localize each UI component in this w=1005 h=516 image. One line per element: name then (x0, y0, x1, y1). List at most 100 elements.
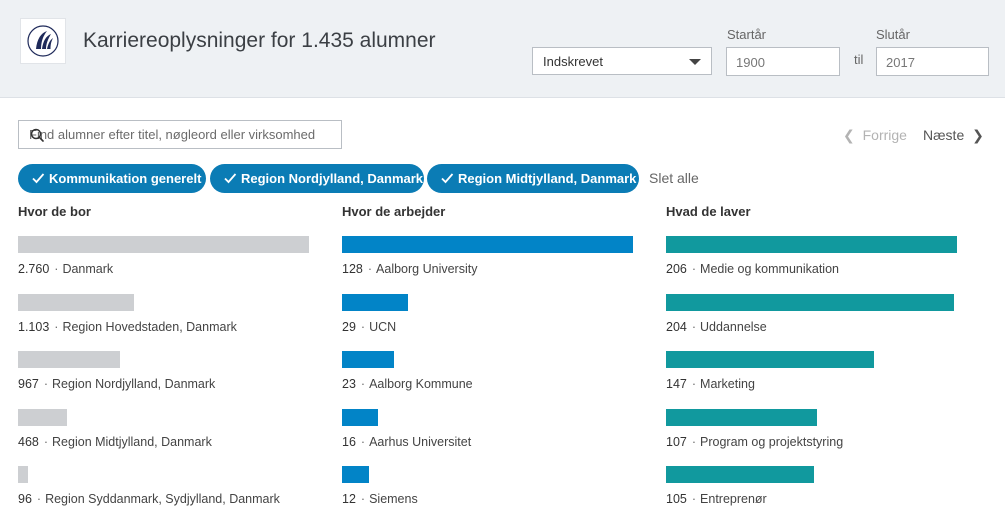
end-year-input[interactable]: 2017 (876, 47, 989, 76)
chevron-left-icon: ❮ (843, 127, 855, 143)
row-count: 468 (18, 435, 39, 449)
separator-dot: · (691, 377, 697, 391)
separator-dot: · (691, 320, 697, 334)
filter-chip-midtjylland[interactable]: Region Midtjylland, Danmark (427, 164, 639, 193)
separator-dot: · (691, 492, 697, 506)
separator-dot: · (360, 435, 366, 449)
row-label-live-0[interactable]: 2.760 · Danmark (18, 262, 113, 276)
row-count: 204 (666, 320, 687, 334)
row-label-live-1[interactable]: 1.103 · Region Hovedstaden, Danmark (18, 320, 237, 334)
start-year-input[interactable]: 1900 (726, 47, 840, 76)
previous-page-button[interactable]: ❮ Forrige (843, 127, 907, 144)
row-count: 105 (666, 492, 687, 506)
bar-do-0[interactable] (666, 236, 957, 253)
row-count: 96 (18, 492, 32, 506)
row-label-work-2[interactable]: 23 · Aalborg Kommune (342, 377, 473, 391)
row-text: Region Hovedstaden, Danmark (62, 320, 237, 334)
check-icon (441, 173, 454, 184)
next-page-button[interactable]: Næste ❯ (923, 127, 984, 144)
row-count: 1.103 (18, 320, 50, 334)
separator-dot: · (43, 377, 49, 391)
separator-dot: · (54, 262, 59, 276)
bar-do-1[interactable] (666, 294, 954, 311)
row-label-do-2[interactable]: 147 · Marketing (666, 377, 755, 391)
row-count: 2.760 (18, 262, 50, 276)
separator-dot: · (367, 262, 373, 276)
row-text: Marketing (700, 377, 755, 391)
separator-dot: · (691, 262, 697, 276)
row-label-live-3[interactable]: 468 · Region Midtjylland, Danmark (18, 435, 212, 449)
row-label-work-1[interactable]: 29 · UCN (342, 320, 396, 334)
end-year-label: Slutår (876, 27, 910, 42)
separator-dot: · (691, 435, 697, 449)
bar-live-1[interactable] (18, 294, 134, 311)
row-label-live-2[interactable]: 967 · Region Nordjylland, Danmark (18, 377, 215, 391)
search-input[interactable] (19, 121, 341, 148)
enrollment-select[interactable]: Indskrevet (532, 47, 712, 75)
row-text: UCN (369, 320, 397, 334)
row-text: Region Nordjylland, Danmark (52, 377, 216, 391)
row-label-work-4[interactable]: 12 · Siemens (342, 492, 418, 506)
row-text: Medie og kommunikation (700, 262, 839, 276)
search-box[interactable] (18, 120, 342, 149)
bar-live-3[interactable] (18, 409, 67, 426)
separator-dot: · (54, 320, 59, 334)
row-label-work-3[interactable]: 16 · Aarhus Universitet (342, 435, 471, 449)
column-title-where-they-live: Hvor de bor (18, 204, 91, 219)
column-title-what-they-do: Hvad de laver (666, 204, 751, 219)
row-text: Aalborg Kommune (369, 377, 473, 391)
bar-live-2[interactable] (18, 351, 120, 368)
filter-chip-label: Kommunikation generelt (49, 171, 202, 186)
filter-chip-label: Region Nordjylland, Danmark (241, 171, 424, 186)
header-bar: Karriereoplysninger for 1.435 alumner In… (0, 0, 1005, 98)
row-text: Entreprenør (700, 492, 767, 506)
filter-chip-kommunikation[interactable]: Kommunikation generelt (18, 164, 206, 193)
check-icon (32, 173, 45, 184)
bar-work-1[interactable] (342, 294, 408, 311)
row-text: Aalborg University (376, 262, 478, 276)
row-label-do-4[interactable]: 105 · Entreprenør (666, 492, 767, 506)
row-count: 23 (342, 377, 356, 391)
separator-dot: · (360, 492, 366, 506)
row-label-do-0[interactable]: 206 · Medie og kommunikation (666, 262, 839, 276)
bar-do-4[interactable] (666, 466, 814, 483)
chevron-right-icon: ❯ (972, 127, 984, 143)
row-text: Uddannelse (700, 320, 767, 334)
clear-all-filters-link[interactable]: Slet alle (649, 170, 699, 186)
row-count: 12 (342, 492, 356, 506)
enrollment-select-value: Indskrevet (543, 54, 603, 69)
separator-dot: · (360, 377, 366, 391)
row-label-live-4[interactable]: 96 · Region Syddanmark, Sydjylland, Danmar… (18, 492, 280, 506)
chevron-down-icon (689, 59, 701, 65)
row-label-work-0[interactable]: 128 · Aalborg University (342, 262, 477, 276)
separator-dot: · (36, 492, 42, 506)
filter-chip-nordjylland[interactable]: Region Nordjylland, Danmark (210, 164, 424, 193)
check-icon (224, 173, 237, 184)
page-title: Karriereoplysninger for 1.435 alumner (83, 29, 436, 52)
row-text: Aarhus Universitet (369, 435, 472, 449)
row-label-do-1[interactable]: 204 · Uddannelse (666, 320, 767, 334)
row-text: Danmark (62, 262, 114, 276)
bar-do-2[interactable] (666, 351, 874, 368)
bar-work-4[interactable] (342, 466, 369, 483)
start-year-label: Startår (727, 27, 767, 42)
separator-dot: · (360, 320, 366, 334)
row-count: 967 (18, 377, 39, 391)
row-count: 206 (666, 262, 687, 276)
range-separator: til (854, 52, 864, 67)
row-count: 147 (666, 377, 687, 391)
separator-dot: · (43, 435, 49, 449)
bar-do-3[interactable] (666, 409, 817, 426)
bar-live-0[interactable] (18, 236, 309, 253)
filter-chip-label: Region Midtjylland, Danmark (458, 171, 637, 186)
bar-live-4[interactable] (18, 466, 28, 483)
previous-page-label: Forrige (862, 127, 907, 143)
search-icon (30, 128, 44, 142)
bar-work-0[interactable] (342, 236, 633, 253)
row-label-do-3[interactable]: 107 · Program og projektstyring (666, 435, 843, 449)
column-title-where-they-work: Hvor de arbejder (342, 204, 446, 219)
bar-work-2[interactable] (342, 351, 394, 368)
row-text: Program og projektstyring (700, 435, 844, 449)
bar-work-3[interactable] (342, 409, 378, 426)
row-count: 128 (342, 262, 363, 276)
